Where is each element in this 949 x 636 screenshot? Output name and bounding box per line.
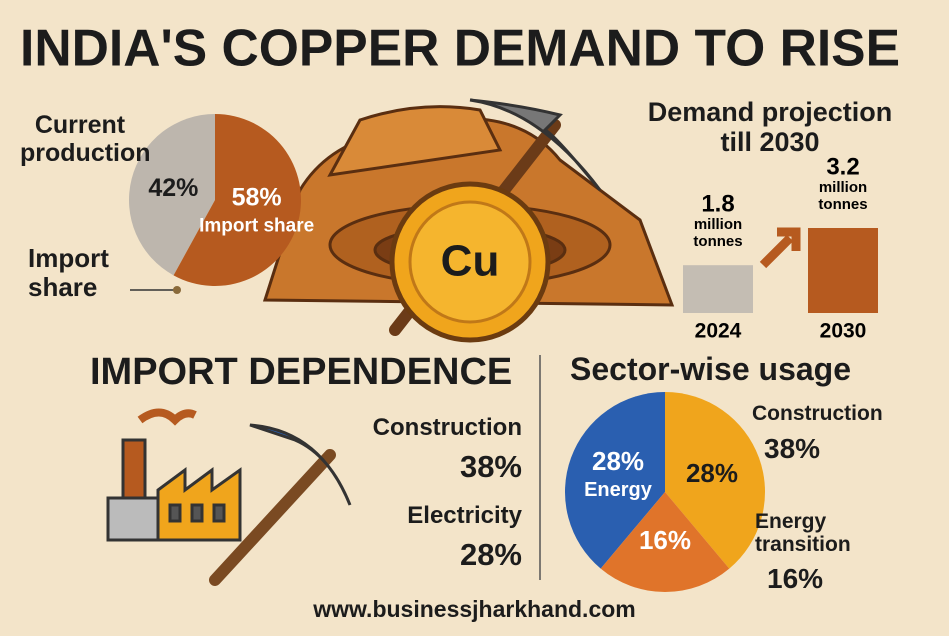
bar-unit-label: million tonnes <box>818 179 867 213</box>
callout-label: Energy transition <box>755 510 851 557</box>
bar-value-label: 3.2 <box>826 153 859 180</box>
pie-outer-label: Current production <box>20 111 151 167</box>
item-label: Electricity <box>407 502 522 529</box>
pie-slice <box>129 114 215 276</box>
coin-label: Cu <box>441 237 500 286</box>
bar-title: Demand projection till 2030 <box>647 97 893 157</box>
bar-unit-label: million tonnes <box>693 216 742 250</box>
leader-dot <box>173 286 181 294</box>
bar-value-label: 1.8 <box>701 191 734 218</box>
pie-inner-label: Import share <box>199 216 314 237</box>
item-value: 38% <box>459 449 522 484</box>
callout-value: 16% <box>767 563 824 594</box>
pie-outer-label: Import share <box>28 243 109 302</box>
pie-value-label: 28% <box>686 458 738 488</box>
pie-value-label: 58% <box>232 183 282 211</box>
pie-slice <box>173 114 302 286</box>
pie-slice <box>665 392 765 569</box>
bar <box>808 228 878 313</box>
pie-slice <box>565 392 665 569</box>
x-tick-label: 2030 <box>820 320 867 343</box>
growth-arrow <box>759 227 801 269</box>
pie-title: Sector-wise usage <box>570 351 851 387</box>
factory-illustration <box>106 408 352 586</box>
pie-value-label: 16% <box>639 525 691 555</box>
pie-value-label: 28% <box>592 446 644 476</box>
x-tick-label: 2024 <box>695 320 742 343</box>
callout-value: 38% <box>764 433 821 464</box>
pie-inner-label: Energy <box>584 479 653 501</box>
item-value: 28% <box>459 537 522 572</box>
pie-value-label: 42% <box>148 174 198 202</box>
pie-slice <box>600 492 730 592</box>
footer: www.businessjharkhand.com <box>313 596 636 622</box>
mine-illustration: Cu <box>262 98 675 343</box>
bar <box>683 265 753 313</box>
callout-label: Construction <box>752 402 883 425</box>
title: INDIA'S COPPER DEMAND TO RISE <box>20 20 900 78</box>
item-label: Construction <box>372 414 522 441</box>
section-heading: IMPORT DEPENDENCE <box>90 351 513 393</box>
